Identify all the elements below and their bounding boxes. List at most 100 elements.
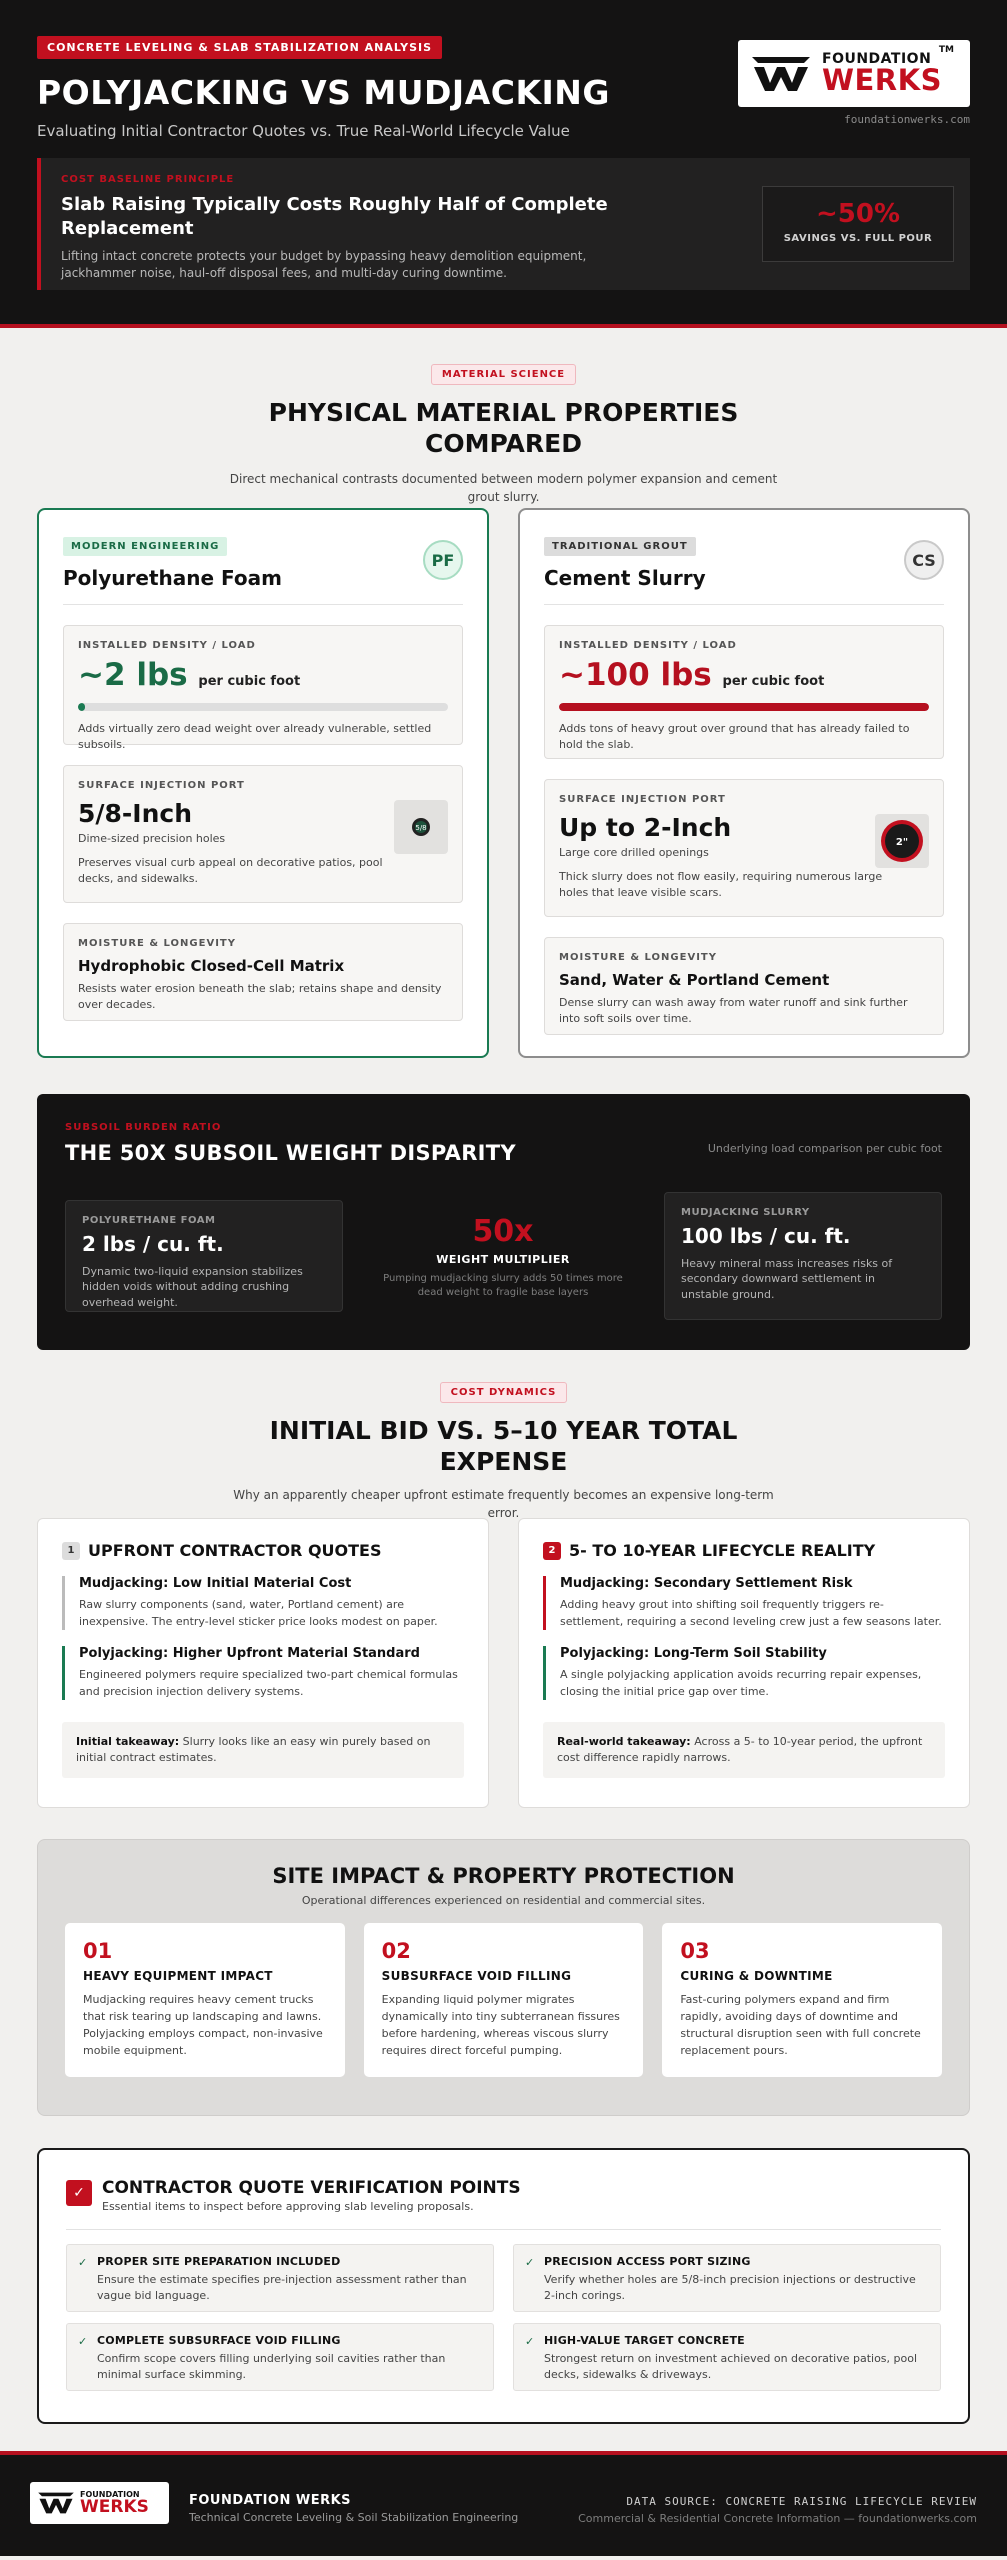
site-title: SITE IMPACT & PROPERTY PROTECTION [272,1864,735,1888]
slurry-density-note: Adds tons of heavy grout over ground tha… [559,722,910,751]
footer-brand: FOUNDATION WERKS [189,2493,352,2508]
weight-disparity-panel: SUBSOIL BURDEN RATIO THE 50X SUBSOIL WEI… [37,1094,970,1350]
multiplier-value: 50x [472,1214,534,1249]
foam-density-label: INSTALLED DENSITY / LOAD [78,640,256,651]
material-section: MATERIAL SCIENCE PHYSICAL MATERIAL PROPE… [0,328,1007,1418]
upfront-item2-text: Engineered polymers require specialized … [79,1668,458,1698]
foam-tag: MODERN ENGINEERING [63,537,228,556]
slurry-port-value: Up to 2-Inch [559,813,732,842]
foam-title: Polyurethane Foam [63,566,282,590]
disparity-foam-label: POLYURETHANE FOAM [82,1215,216,1226]
lifecycle-reality-card: 2 5- TO 10-YEAR LIFECYCLE REALITY Mudjac… [518,1518,970,1808]
foam-moisture-title: Hydrophobic Closed-Cell Matrix [78,957,345,975]
material-pill: MATERIAL SCIENCE [430,364,577,385]
verify-item-text: Strongest return on investment achieved … [544,2352,918,2381]
slurry-port-note: Thick slurry does not flow easily, requi… [559,870,883,899]
verify-item-site-prep: ✓ PROPER SITE PREPARATION INCLUDED Ensur… [66,2244,494,2312]
slurry-port-box: SURFACE INJECTION PORT Up to 2-Inch Larg… [544,779,944,917]
slurry-density-unit: per cubic foot [722,674,825,689]
foam-density-bar-fill [78,703,86,711]
site-card-text: Fast-curing polymers expand and firm rap… [680,1993,921,2058]
foam-moisture-box: MOISTURE & LONGEVITY Hydrophobic Closed-… [63,923,463,1021]
foam-port-label: SURFACE INJECTION PORT [78,780,245,791]
slurry-tag: TRADITIONAL GROUT [544,537,696,556]
site-url[interactable]: foundationwerks.com [844,113,970,126]
site-card-text: Mudjacking requires heavy cement trucks … [83,1993,323,2058]
foam-density-unit: per cubic foot [198,674,301,689]
verify-subtitle: Essential items to inspect before approv… [102,2200,474,2213]
page-footer: FOUNDATION WERKS FOUNDATION WERKS Techni… [0,2451,1007,2556]
header-tag: CONCRETE LEVELING & SLAB STABILIZATION A… [37,36,443,59]
check-icon: ✓ [525,2256,535,2269]
lifecycle-item-mudjacking: Mudjacking: Secondary Settlement Risk Ad… [543,1576,945,1630]
material-title: PHYSICAL MATERIAL PROPERTIES COMPARED [268,398,739,459]
footer-description: Technical Concrete Leveling & Soil Stabi… [189,2511,519,2524]
foam-weight-box: POLYURETHANE FOAM 2 lbs / cu. ft. Dynami… [65,1200,343,1312]
baseline-title: Slab Raising Typically Costs Roughly Hal… [61,194,608,240]
slurry-badge: CS [904,540,944,580]
slurry-moisture-box: MOISTURE & LONGEVITY Sand, Water & Portl… [544,937,944,1035]
lifecycle-takeaway-label: Real-world takeaway: [557,1735,691,1748]
lifecycle-takeaway-text: Across a 5- to 10-year period, the upfro… [557,1735,923,1764]
savings-callout: ~50% SAVINGS VS. FULL POUR [762,186,954,262]
slurry-weight-box: MUDJACKING SLURRY 100 lbs / cu. ft. Heav… [664,1192,942,1320]
check-icon: ✓ [78,2256,88,2269]
trademark-mark: TM [938,45,954,55]
slurry-density-bar [559,703,929,711]
foam-badge: PF [423,540,463,580]
slurry-density-bar-fill [559,703,929,711]
foam-density-box: INSTALLED DENSITY / LOAD ~2 lbs per cubi… [63,625,463,751]
foam-density-bar [78,703,448,711]
costs-pill: COST DYNAMICS [439,1382,568,1403]
slurry-moisture-note: Dense slurry can wash away from water ru… [559,996,908,1025]
footer-copy[interactable]: Commercial & Residential Concrete Inform… [578,2512,977,2525]
disparity-note: Underlying load comparison per cubic foo… [707,1142,942,1155]
verify-item-title: HIGH-VALUE TARGET CONCRETE [544,2334,745,2347]
foam-density-value: ~2 lbs [78,657,188,693]
site-subtitle: Operational differences experienced on r… [301,1894,706,1907]
upfront-number: 1 [62,1541,80,1560]
svg-text:5/8: 5/8 [415,824,426,832]
weight-multiplier: 50x WEIGHT MULTIPLIER Pumping mudjacking… [371,1214,635,1300]
slurry-moisture-title: Sand, Water & Portland Cement [559,971,830,989]
upfront-item2-title: Polyjacking: Higher Upfront Material Sta… [79,1646,420,1661]
slurry-density-label: INSTALLED DENSITY / LOAD [559,640,737,651]
foam-moisture-label: MOISTURE & LONGEVITY [78,938,236,949]
cost-cards: 1 UPFRONT CONTRACTOR QUOTES Mudjacking: … [37,1518,970,1808]
lifecycle-item-polyjacking: Polyjacking: Long-Term Soil Stability A … [543,1646,945,1700]
site-card-title: CURING & DOWNTIME [680,1969,833,1983]
logo-w-icon [38,2492,74,2514]
verify-item-title: PRECISION ACCESS PORT SIZING [544,2255,751,2268]
brand-logo: FOUNDATION WERKS TM [738,40,970,107]
page-body: MATERIAL SCIENCE PHYSICAL MATERIAL PROPE… [0,328,1007,2556]
checkmark-icon: ✓ [66,2180,92,2206]
cement-slurry-card: TRADITIONAL GROUT Cement Slurry CS INSTA… [518,508,970,1058]
disparity-foam-value: 2 lbs / cu. ft. [82,1232,224,1256]
logo-text-top: FOUNDATION [822,51,932,67]
logo-text-bottom: WERKS [822,63,942,97]
baseline-text: Lifting intact concrete protects your bu… [61,248,587,280]
verify-item-port-sizing: ✓ PRECISION ACCESS PORT SIZING Verify wh… [513,2244,941,2312]
lifecycle-item1-title: Mudjacking: Secondary Settlement Risk [560,1576,853,1591]
footer-logo-top: FOUNDATION [80,2489,140,2499]
upfront-takeaway-text: Slurry looks like an easy win purely bas… [76,1735,431,1764]
comparison-cards: MODERN ENGINEERING Polyurethane Foam PF … [37,508,970,1058]
disparity-foam-text: Dynamic two-liquid expansion stabilizes … [82,1265,303,1309]
multiplier-label: WEIGHT MULTIPLIER [436,1253,570,1266]
footer-logo-bottom: WERKS [80,2496,149,2517]
lifecycle-item1-text: Adding heavy grout into shifting soil fr… [560,1598,942,1628]
material-subtitle: Direct mechanical contrasts documented b… [229,471,778,504]
verify-item-text: Confirm scope covers filling underlying … [97,2352,446,2381]
site-card-title: HEAVY EQUIPMENT IMPACT [83,1969,273,1983]
verify-item-title: COMPLETE SUBSURFACE VOID FILLING [97,2334,341,2347]
footer-source: DATA SOURCE: CONCRETE RAISING LIFECYCLE … [626,2495,977,2508]
check-icon: ✓ [525,2335,535,2348]
lifecycle-item2-title: Polyjacking: Long-Term Soil Stability [560,1646,827,1661]
verification-section: ✓ CONTRACTOR QUOTE VERIFICATION POINTS E… [37,2148,970,2424]
cost-baseline-panel: COST BASELINE PRINCIPLE Slab Raising Typ… [37,158,970,290]
slurry-moisture-label: MOISTURE & LONGEVITY [559,952,717,963]
verify-title: CONTRACTOR QUOTE VERIFICATION POINTS [102,2178,521,2198]
site-card-void-filling: 02 SUBSURFACE VOID FILLING Expanding liq… [363,1923,644,2077]
multiplier-text: Pumping mudjacking slurry adds 50 times … [383,1273,623,1298]
savings-value: ~50% [815,199,901,229]
